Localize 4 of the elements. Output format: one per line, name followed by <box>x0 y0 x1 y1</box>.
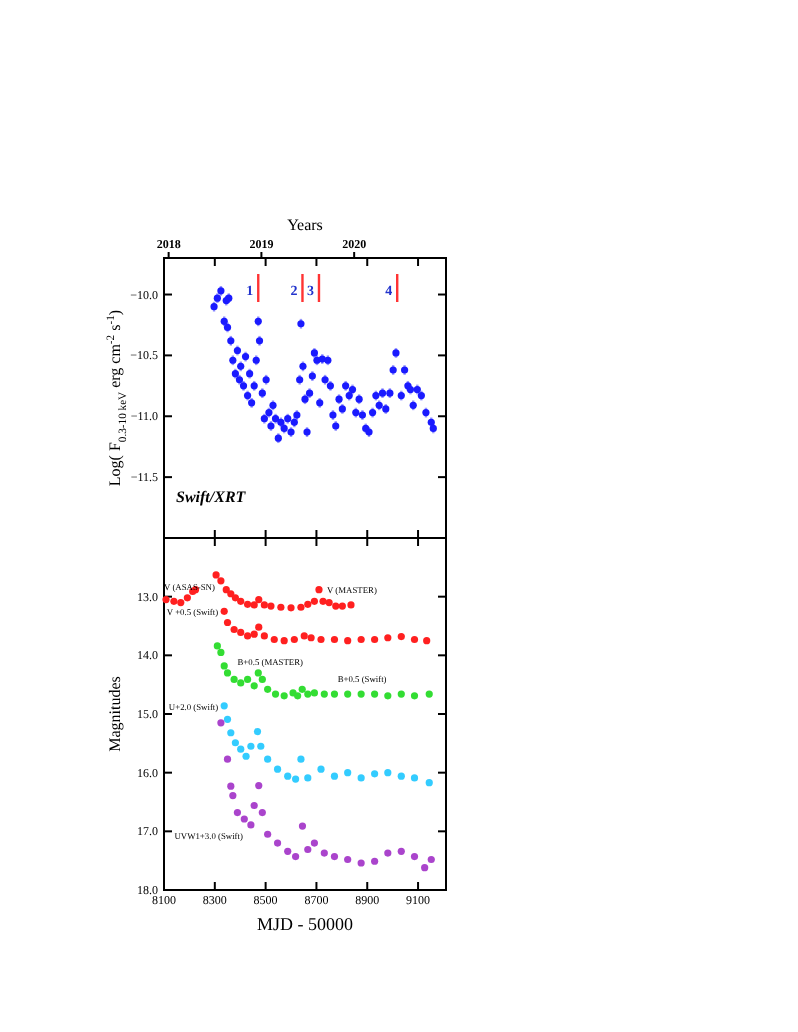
y-axis-title: Magnitudes <box>106 676 124 752</box>
x2-axis-title: Years <box>287 216 323 234</box>
x-axis-title: MJD - 50000 <box>256 914 354 934</box>
annotation: Swift/XRT <box>176 488 248 506</box>
